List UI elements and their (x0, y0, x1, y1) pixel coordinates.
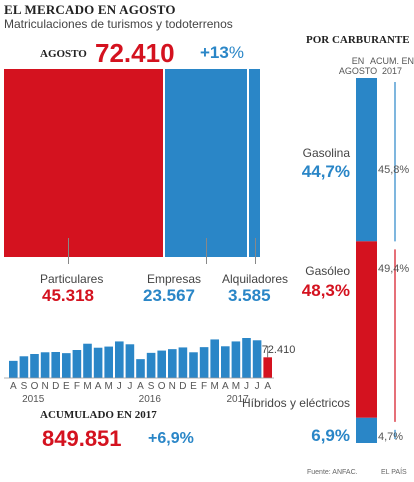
fuel-stacked-bar (356, 78, 396, 443)
monthly-bar (199, 347, 209, 378)
monthly-bar (189, 352, 198, 378)
fuel-name-gasolina: Gasolina (302, 146, 350, 160)
year-tick-label: 2017 (226, 394, 249, 405)
segment-value-empresas: 23.567 (143, 286, 195, 305)
monthly-bar (146, 352, 156, 378)
accumulated-label: ACUMULADO EN 2017 (40, 409, 157, 421)
monthly-bar (157, 350, 166, 378)
month-tick-label: F (201, 381, 207, 392)
month-tick-label: M (211, 381, 219, 392)
month-tick-label: A (264, 381, 271, 392)
monthly-bar (178, 347, 188, 378)
monthly-bar (168, 349, 177, 378)
monthly-bar (104, 346, 113, 378)
monthly-bar (115, 341, 124, 378)
month-tick-label: E (63, 381, 70, 392)
month-tick-label: J (117, 381, 122, 392)
fuel-pct-hibridos: 6,9% (311, 426, 350, 445)
fuel-pct-gasolina: 44,7% (301, 162, 350, 181)
segment-value-particulares: 45.318 (42, 286, 94, 305)
fuel-col-august: EN AGOSTO (338, 56, 378, 76)
fuel-acc-hibridos: 4,7% (378, 431, 404, 443)
year-tick-label: 2015 (22, 394, 45, 405)
month-tick-label: J (244, 381, 249, 392)
page-title: EL MERCADO EN AGOSTO (4, 2, 176, 17)
august-change-value: +13 (200, 43, 229, 62)
segment-tick (206, 238, 208, 264)
monthly-bar (40, 352, 50, 378)
august-change: +13% (200, 43, 244, 63)
segment-label-particulares: Particulares (40, 272, 104, 286)
month-tick-label: J (127, 381, 132, 392)
fuel-acc-gasolina: 45,8% (378, 164, 410, 176)
month-tick-label: A (222, 381, 229, 392)
month-tick-label: E (190, 381, 197, 392)
monthly-bar (252, 340, 262, 378)
monthly-bar (9, 360, 18, 378)
month-tick-label: O (31, 381, 39, 392)
august-change-unit: % (228, 43, 244, 62)
accumulated-change: +6,9% (148, 430, 194, 447)
month-tick-label: M (83, 381, 91, 392)
segment-value-alquiladores: 3.585 (228, 286, 271, 305)
month-tick-label: O (158, 381, 166, 392)
page-subtitle: Matriculaciones de turismos y todoterren… (4, 17, 233, 31)
fuel-segment (356, 241, 377, 418)
source-note: Fuente: ANFAC. (307, 469, 358, 476)
month-tick-label: A (10, 381, 17, 392)
fuel-col-accumulated: ACUM. EN 2017 (370, 56, 414, 76)
august-total: 72.410 (95, 38, 175, 68)
fuel-name-hibridos: Híbridos y eléctricos (241, 396, 350, 410)
fuel-segment (356, 78, 377, 242)
brand-credit: EL PAÍS (381, 469, 407, 476)
monthly-bar (30, 354, 39, 378)
monthly-bar (62, 353, 71, 378)
accumulated-total: 849.851 (42, 426, 122, 451)
segment-block-alquiladores (249, 69, 260, 257)
monthly-bar (136, 359, 145, 378)
monthly-bar (72, 350, 82, 378)
monthly-bar (93, 347, 103, 378)
august-label: AGOSTO (40, 48, 87, 60)
month-tick-label: A (95, 381, 102, 392)
month-tick-label: D (52, 381, 59, 392)
month-tick-label: N (41, 381, 48, 392)
fuel-segment (356, 417, 377, 443)
segment-block-empresas (165, 69, 248, 257)
monthly-bar (263, 357, 272, 378)
fuel-section-title: POR CARBURANTE (306, 34, 410, 46)
monthly-bar (221, 346, 230, 378)
monthly-bar (19, 356, 29, 378)
segment-label-alquiladores: Alquiladores (222, 272, 289, 286)
last-value-label: 72.410 (262, 344, 296, 356)
month-tick-label: S (148, 381, 155, 392)
fuel-name-gasoleo: Gasóleo (305, 264, 350, 278)
monthly-bar (210, 339, 219, 378)
monthly-bar (242, 338, 251, 378)
fuel-pct-gasoleo: 48,3% (301, 281, 350, 300)
monthly-bar (83, 343, 92, 378)
year-tick-label: 2016 (139, 394, 162, 405)
month-tick-label: A (137, 381, 144, 392)
fuel-acc-gasoleo: 49,4% (378, 263, 410, 275)
month-tick-label: J (255, 381, 260, 392)
segment-label-empresas: Empresas (147, 272, 202, 286)
segment-block-particulares (4, 69, 164, 257)
segment-tick (68, 238, 69, 264)
month-tick-label: N (169, 381, 176, 392)
month-tick-label: D (179, 381, 186, 392)
monthly-bar (125, 344, 135, 378)
month-tick-label: M (232, 381, 240, 392)
month-tick-label: M (105, 381, 113, 392)
segment-tick (254, 238, 256, 264)
month-tick-label: S (21, 381, 28, 392)
month-tick-label: F (74, 381, 80, 392)
monthly-bar (231, 341, 241, 378)
monthly-bar (51, 352, 60, 378)
